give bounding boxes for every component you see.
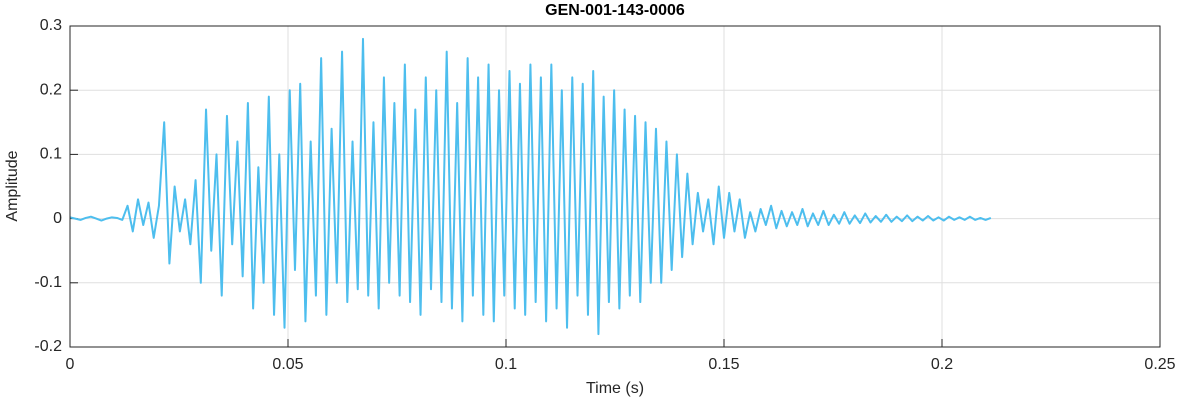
y-tick-label: 0.1 [40, 146, 62, 163]
x-tick-label: 0.05 [272, 356, 303, 373]
y-tick-label: -0.2 [34, 338, 62, 355]
x-tick-label: 0.15 [708, 356, 739, 373]
y-tick-label: -0.1 [34, 274, 62, 291]
axes-box [69, 25, 1161, 348]
y-tick-label: 0.3 [40, 17, 62, 34]
x-tick-label: 0.1 [495, 356, 517, 373]
x-tick-label: 0.25 [1144, 356, 1175, 373]
chart-title: GEN-001-143-0006 [545, 2, 685, 19]
plot-area [70, 26, 1160, 347]
y-axis-label: Amplitude [4, 150, 21, 221]
y-tick-label: 0 [53, 210, 62, 227]
x-tick-label: 0.2 [931, 356, 953, 373]
y-tick-label: 0.2 [40, 81, 62, 98]
waveform-line [69, 37, 992, 336]
x-axis-label: Time (s) [586, 380, 644, 397]
x-tick-label: 0 [66, 356, 75, 373]
